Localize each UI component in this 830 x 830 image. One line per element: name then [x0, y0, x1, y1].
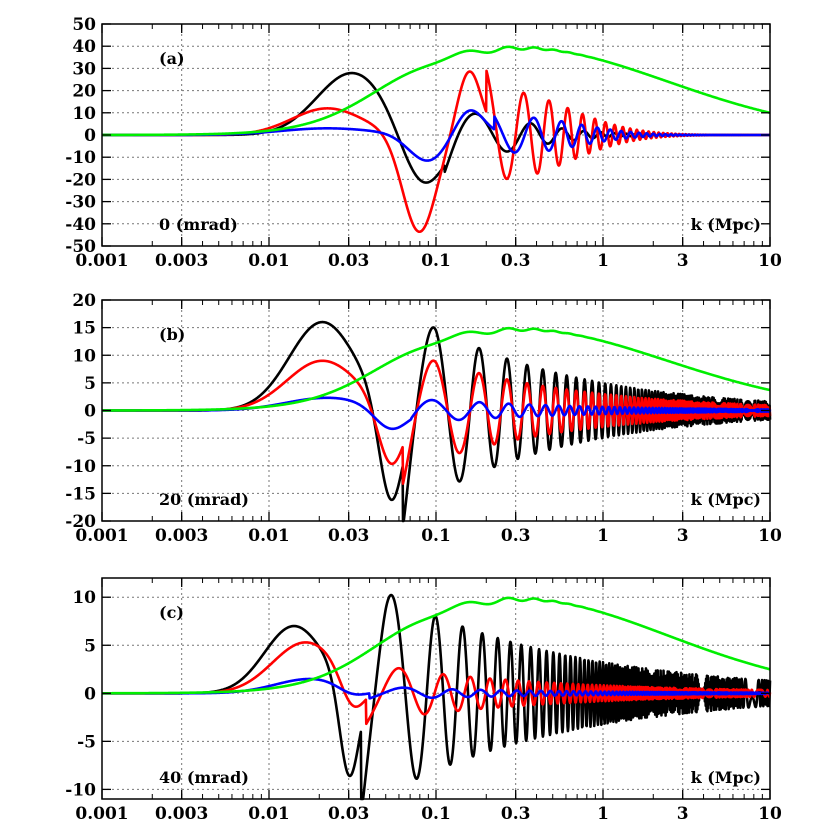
x-tick-label: 0.01	[248, 804, 289, 824]
x-tick-label: 0.3	[501, 526, 531, 546]
y-tick-label: -10	[65, 148, 96, 168]
y-tick-label: -50	[65, 237, 96, 257]
x-axis-label: k (Mpc)	[691, 215, 761, 234]
y-tick-label: 0	[84, 684, 96, 704]
x-tick-label: 0.003	[155, 804, 208, 824]
series-line-green	[101, 596, 771, 695]
x-tick-label: 0.03	[328, 251, 369, 271]
x-tick-label: 0.003	[155, 526, 208, 546]
y-tick-label: 20	[72, 291, 96, 311]
y-tick-label: -20	[65, 170, 96, 190]
x-tick-label: 10	[758, 526, 782, 546]
y-tick-label: -10	[65, 457, 96, 477]
y-tick-label: 30	[72, 59, 96, 79]
x-tick-label: 0.03	[328, 526, 369, 546]
y-tick-label: -20	[65, 512, 96, 532]
x-tick-label: 0.001	[75, 251, 128, 271]
panel-a: 0.001 0.003 0.01 0.03 0.1 0.3 1 3 1050403020100-…	[65, 15, 782, 271]
y-tick-label: 5	[84, 636, 96, 656]
y-tick-label: -10	[65, 780, 96, 800]
x-tick-label: 3	[677, 804, 689, 824]
x-tick-label: 0.1	[421, 804, 451, 824]
panel-label: (a)	[159, 49, 185, 68]
x-tick-label: 1	[597, 526, 609, 546]
angle-label: 40 (mrad)	[159, 768, 249, 787]
x-tick-label: 0.01	[248, 251, 289, 271]
x-tick-label: 0.3	[501, 804, 531, 824]
x-tick-label: 10	[758, 251, 782, 271]
x-axis-label: k (Mpc)	[691, 490, 761, 509]
y-tick-label: -5	[77, 732, 96, 752]
y-tick-label: 10	[72, 104, 96, 124]
series-line-green	[101, 45, 771, 137]
angle-label: 20 (mrad)	[159, 490, 249, 509]
y-tick-label: -5	[77, 429, 96, 449]
y-tick-label: -30	[65, 193, 96, 213]
x-tick-label: 1	[597, 804, 609, 824]
y-tick-label: 0	[84, 126, 96, 146]
y-tick-label: 0	[84, 402, 96, 422]
angle-label: 0 (mrad)	[159, 215, 238, 234]
panel-label: (c)	[159, 603, 184, 622]
x-tick-label: 10	[758, 804, 782, 824]
x-tick-label: 0.01	[248, 526, 289, 546]
y-tick-label: 40	[72, 37, 96, 57]
x-tick-label: 0.001	[75, 804, 128, 824]
panel-c: 0.001 0.003 0.01 0.03 0.1 0.3 1 3 10 10 5 0 -5 -10 (c)…	[65, 577, 782, 824]
x-tick-label: 0.03	[328, 804, 369, 824]
panel-b: 0.001 0.003 0.01 0.03 0.1 0.3 1 3 10 20 15 10 5 0 -5 -1…	[65, 291, 782, 546]
x-tick-label: 0.1	[421, 251, 451, 271]
series-line-green	[101, 326, 771, 412]
x-tick-label: 0.1	[421, 526, 451, 546]
y-tick-label: 20	[72, 82, 96, 102]
y-tick-label: 15	[72, 319, 96, 339]
y-tick-label: 50	[72, 15, 96, 35]
x-tick-label: 3	[677, 251, 689, 271]
x-tick-label: 0.001	[75, 526, 128, 546]
x-tick-label: 0.3	[501, 251, 531, 271]
panel-label: (b)	[159, 325, 185, 344]
x-tick-label: 3	[677, 526, 689, 546]
x-tick-label: 0.003	[155, 251, 208, 271]
y-tick-label: 5	[84, 374, 96, 394]
y-tick-label: 10	[72, 346, 96, 366]
y-tick-label: -15	[65, 484, 96, 504]
y-tick-label: -40	[65, 215, 96, 235]
x-axis-label: k (Mpc)	[691, 768, 761, 787]
x-tick-label: 1	[597, 251, 609, 271]
y-tick-label: 10	[72, 588, 96, 608]
